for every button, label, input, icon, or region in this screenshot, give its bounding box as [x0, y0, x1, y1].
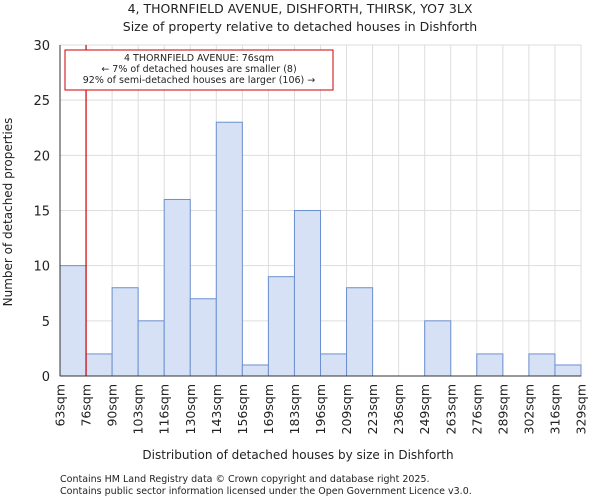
histogram-bar [163, 198, 191, 377]
annotation-line-2: ← 7% of detached houses are smaller (8) [101, 64, 296, 75]
x-tick-label: 130sqm [183, 384, 198, 434]
x-tick-label: 276sqm [469, 384, 484, 434]
x-tick-label: 209sqm [339, 384, 354, 434]
x-tick-label: 143sqm [209, 384, 224, 434]
x-tick-label: 236sqm [391, 384, 406, 434]
x-tick-label: 76sqm [79, 384, 94, 427]
y-tick-label: 25 [33, 94, 50, 109]
x-tick-label: 63sqm [53, 384, 68, 427]
x-tick-label: 329sqm [574, 384, 589, 434]
histogram-bar [267, 276, 295, 377]
histogram-bar [59, 265, 87, 377]
histogram-bar [320, 353, 348, 377]
histogram-bar [189, 298, 217, 377]
x-axis-label: Distribution of detached houses by size … [142, 448, 453, 462]
x-tick-label: 196sqm [313, 384, 328, 434]
y-tick-label: 5 [42, 315, 50, 330]
histogram-bar [554, 364, 582, 377]
annotation-line-1: 4 THORNFIELD AVENUE: 76sqm [124, 53, 274, 64]
x-tick-label: 316sqm [547, 384, 562, 434]
axes [59, 45, 581, 377]
histogram-bar [424, 320, 452, 377]
x-tick-label: 289sqm [495, 384, 510, 434]
x-tick-label: 116sqm [157, 384, 172, 434]
y-tick-label: 30 [33, 39, 50, 54]
chart-title: 4, THORNFIELD AVENUE, DISHFORTH, THIRSK,… [128, 1, 473, 16]
y-tick-label: 20 [33, 149, 50, 164]
histogram-bar [293, 210, 322, 377]
y-axis-label: Number of detached properties [1, 118, 15, 307]
histogram-bar [111, 287, 139, 377]
y-tick-label: 10 [33, 260, 50, 275]
x-tick-label: 183sqm [287, 384, 302, 434]
x-tick-label: 90sqm [105, 384, 120, 427]
histogram-bar [241, 364, 269, 377]
footer-line-1: Contains HM Land Registry data © Crown c… [60, 474, 430, 485]
x-tick-label: 103sqm [131, 384, 146, 434]
chart-subtitle: Size of property relative to detached ho… [123, 19, 477, 34]
x-tick-label: 249sqm [417, 384, 432, 434]
x-tick-label: 169sqm [261, 384, 276, 434]
x-tick-label: 156sqm [235, 384, 250, 434]
y-tick-labels: 0 5 10 15 20 25 30 [33, 39, 50, 385]
histogram-bar [137, 320, 165, 377]
footer-line-2: Contains public sector information licen… [60, 486, 472, 497]
x-tick-label: 223sqm [365, 384, 380, 434]
annotation-box: 4 THORNFIELD AVENUE: 76sqm ← 7% of detac… [64, 49, 334, 91]
x-tick-label: 302sqm [521, 384, 536, 434]
histogram-bar [476, 353, 504, 377]
histogram-bar [85, 353, 113, 377]
y-tick-label: 15 [33, 205, 50, 220]
annotation-line-3: 92% of semi-detached houses are larger (… [83, 75, 316, 86]
x-tick-label: 263sqm [443, 384, 458, 434]
histogram-bar [215, 121, 243, 377]
x-tick-labels: 63sqm 76sqm 90sqm 103sqm 116sqm 130sqm 143sqm 1… [53, 384, 589, 434]
histogram-bar [346, 287, 374, 377]
histogram-bar [528, 353, 556, 377]
y-tick-label: 0 [42, 370, 50, 385]
